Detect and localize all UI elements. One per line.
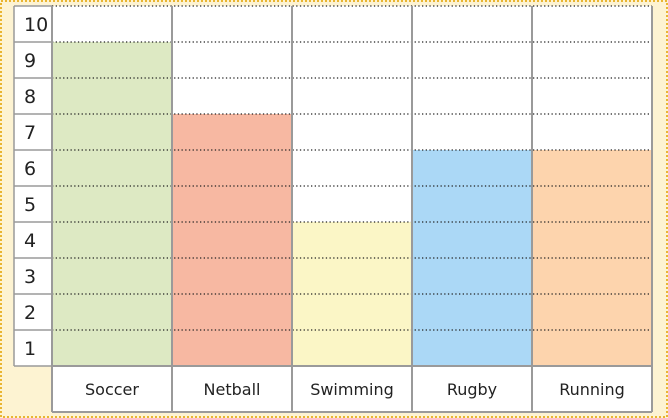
y-tick-label: 6 [24,158,36,180]
y-tick-label: 3 [24,266,36,288]
x-category-label: Rugby [447,380,497,399]
y-tick-label: 9 [24,50,36,72]
category-row [52,366,652,412]
y-tick-label: 4 [24,230,36,252]
y-tick-label: 7 [24,122,36,144]
bar-netball [172,114,292,366]
x-category-label: Running [559,380,625,399]
y-tick-label: 8 [24,86,36,108]
y-tick-label: 10 [24,14,48,36]
y-tick-label: 1 [24,338,36,360]
bar-soccer [52,42,172,366]
x-category-label: Soccer [85,380,139,399]
y-tick-label: 2 [24,302,36,324]
y-tick-label: 5 [24,194,36,216]
x-category-label: Netball [204,380,261,399]
x-category-label: Swimming [310,380,394,399]
